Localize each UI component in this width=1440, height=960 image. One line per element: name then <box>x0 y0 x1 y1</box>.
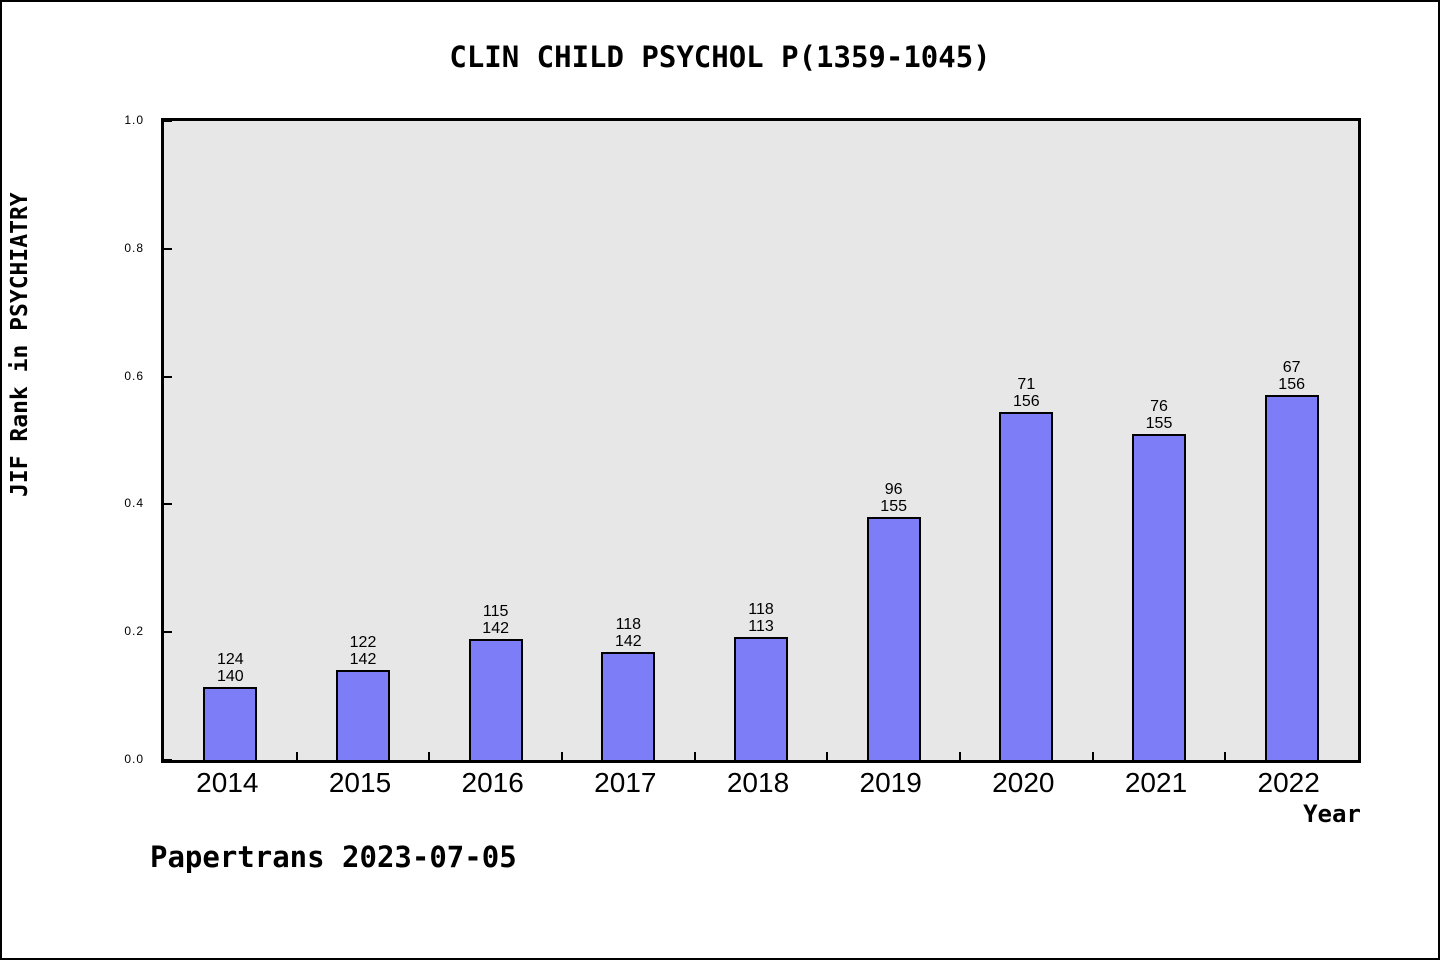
x-axis-tick-mark <box>295 752 298 760</box>
bar-total-value: 140 <box>216 668 244 685</box>
x-axis-tick-mark <box>1224 752 1227 760</box>
bar-2015 <box>336 670 390 760</box>
bar-rank-value: 71 <box>1017 376 1036 393</box>
x-tick-label-2017: 2017 <box>594 767 657 798</box>
bar-total-value: 155 <box>1145 415 1173 432</box>
bar-rank-value: 118 <box>615 616 642 633</box>
x-tick-label-2019: 2019 <box>859 767 922 798</box>
y-tick-label-0.2: 0.2 <box>124 624 144 638</box>
plot-inner: 124 140 122 142 115 142 118 142 118 113 96 155 71 156… <box>164 120 1358 761</box>
bar-2021 <box>1132 434 1186 760</box>
bar-value-label-2022: 67 156 <box>1278 359 1305 393</box>
bar-total-value: 142 <box>482 620 510 637</box>
y-axis-tick-mark <box>164 376 172 378</box>
bar-rank-value: 67 <box>1282 359 1301 376</box>
x-tick-label-2020: 2020 <box>992 767 1055 798</box>
bar-total-value: 113 <box>748 618 774 635</box>
y-tick-label-0.4: 0.4 <box>124 496 144 510</box>
bar-value-label-2015: 122 142 <box>350 634 377 668</box>
x-axis-label: Year <box>1303 800 1361 828</box>
y-axis-tick-mark <box>164 631 172 633</box>
x-axis-tick-mark <box>1091 752 1094 760</box>
bar-value-label-2020: 71 156 <box>1013 376 1040 410</box>
bar-total-value: 156 <box>1012 393 1040 410</box>
y-axis-tick-labels: 0.0 0.2 0.4 0.6 0.8 1.0 <box>2 113 152 766</box>
x-axis-tick-mark <box>959 752 961 760</box>
bar-value-label-2014: 124 140 <box>217 651 244 685</box>
bar-rank-value: 122 <box>349 634 377 651</box>
bar-rank-value: 124 <box>216 651 244 668</box>
bar-total-value: 156 <box>1278 376 1306 393</box>
watermark-text: Papertrans 2023-07-05 <box>150 840 517 874</box>
bar-2014 <box>203 687 258 760</box>
bar-2019 <box>866 517 921 760</box>
bar-2022 <box>1264 395 1319 760</box>
bar-2017 <box>601 652 656 760</box>
x-axis-tick-mark <box>693 752 696 760</box>
x-axis-tick-labels: 2014 2015 2016 2017 2018 2019 2020 2021 2022 <box>161 767 1361 801</box>
bar-2018 <box>734 637 788 760</box>
y-axis-tick-mark <box>164 503 172 505</box>
x-tick-label-2015: 2015 <box>328 767 392 798</box>
y-tick-label-0.0: 0.0 <box>124 752 144 766</box>
y-tick-label-1.0: 1.0 <box>124 113 144 127</box>
bar-value-label-2016: 115 142 <box>482 603 509 637</box>
bar-total-value: 155 <box>880 498 908 515</box>
bar-rank-value: 118 <box>748 601 774 618</box>
x-tick-label-2018: 2018 <box>726 767 790 798</box>
bar-total-value: 142 <box>614 633 642 650</box>
bar-value-label-2018: 118 113 <box>748 601 774 635</box>
bar-rank-value: 96 <box>884 481 903 498</box>
x-tick-label-2021: 2021 <box>1124 767 1188 798</box>
x-axis-tick-mark <box>826 752 829 760</box>
plot-area: 124 140 122 142 115 142 118 142 118 113 96 155 71 156… <box>161 118 1361 763</box>
chart-title: CLIN CHILD PSYCHOL P(1359-1045) <box>449 40 991 74</box>
bar-2020 <box>999 412 1054 760</box>
bar-value-label-2021: 76 155 <box>1146 398 1173 432</box>
y-tick-label-0.8: 0.8 <box>124 241 144 255</box>
y-axis-tick-mark <box>164 248 172 250</box>
bar-value-label-2019: 96 155 <box>880 481 907 515</box>
bar-rank-value: 115 <box>482 603 509 620</box>
bar-rank-value: 76 <box>1150 398 1168 415</box>
y-tick-label-0.6: 0.6 <box>124 369 144 383</box>
x-tick-label-2016: 2016 <box>461 767 524 798</box>
y-axis-tick-mark <box>164 759 172 761</box>
bar-2016 <box>468 639 523 760</box>
x-axis-tick-mark <box>428 752 431 760</box>
y-axis-tick-mark <box>164 120 172 122</box>
x-axis-tick-mark <box>561 752 563 760</box>
x-tick-label-2014: 2014 <box>196 767 259 798</box>
x-tick-label-2022: 2022 <box>1257 767 1320 798</box>
bar-total-value: 142 <box>349 651 377 668</box>
bar-value-label-2017: 118 142 <box>615 616 642 650</box>
